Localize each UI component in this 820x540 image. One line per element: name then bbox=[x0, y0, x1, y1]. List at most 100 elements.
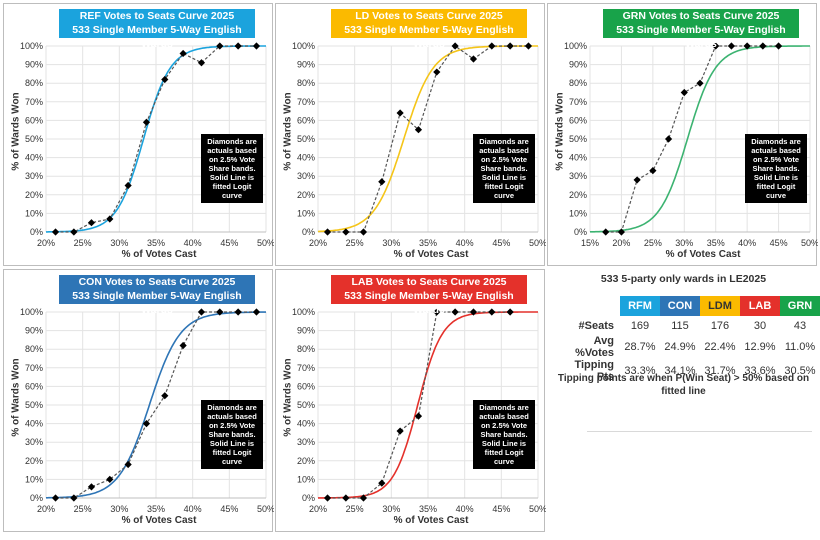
x-tick-label: 40% bbox=[738, 238, 756, 248]
y-tick-label: 20% bbox=[25, 190, 43, 200]
chart-svg: 0% 10% 20% 30% 40% 50% 60% 70% 80% 90% 100% 20% 25% 3… bbox=[292, 307, 546, 514]
seats-cell: 169 bbox=[630, 319, 650, 332]
x-axis-label: % of Votes Cast bbox=[393, 249, 469, 260]
party-header-grn: GRN bbox=[780, 296, 820, 316]
y-tick-label: 0% bbox=[30, 493, 43, 503]
x-tick-label: 40% bbox=[456, 504, 474, 514]
data-point-diamond bbox=[323, 228, 332, 236]
chart-title: LAB Votes to Seats Curve 2025 bbox=[351, 276, 507, 288]
y-tick-label: 50% bbox=[569, 134, 587, 144]
chart-subtitle: 533 Single Member 5-Way English Wards bbox=[616, 24, 786, 50]
data-point-diamond bbox=[216, 42, 224, 50]
x-axis-label: % of Votes Cast bbox=[393, 515, 469, 526]
data-point-diamond bbox=[342, 228, 350, 236]
x-tick-label: 20% bbox=[309, 238, 327, 248]
x-axis-label: % of Votes Cast bbox=[665, 249, 741, 260]
x-tick-label: 50% bbox=[257, 238, 274, 248]
tipping-cell: 33.6% bbox=[744, 365, 776, 377]
x-tick-label: 50% bbox=[257, 504, 274, 514]
chart-svg: 0% 10% 20% 30% 40% 50% 60% 70% 80% 90% 100% 20% 25% 3… bbox=[20, 307, 274, 514]
x-tick-label: 35% bbox=[707, 238, 725, 248]
data-point-diamond bbox=[633, 176, 641, 184]
y-tick-label: 10% bbox=[25, 474, 43, 484]
x-tick-label: 30% bbox=[675, 238, 693, 248]
chart-title-box: LAB Votes to Seats Curve 2025 533 Single … bbox=[331, 275, 527, 316]
y-tick-label: 20% bbox=[297, 456, 315, 466]
y-tick-label: 80% bbox=[25, 344, 43, 354]
actuals-dashed-line bbox=[327, 311, 511, 499]
data-point-diamond bbox=[359, 228, 368, 236]
summary-header-row: RFM CON LDM LAB GRN bbox=[561, 296, 820, 316]
y-tick-label: 90% bbox=[25, 326, 43, 336]
y-tick-label: 90% bbox=[297, 60, 315, 70]
y-tick-label: 100% bbox=[292, 41, 315, 51]
fitted-logit-curve bbox=[318, 311, 538, 499]
x-tick-label: 25% bbox=[644, 238, 662, 248]
data-point-diamond bbox=[433, 68, 441, 76]
y-tick-label: 10% bbox=[297, 474, 315, 484]
x-axis-label: % of Votes Cast bbox=[121, 249, 197, 260]
data-point-diamond bbox=[216, 308, 224, 316]
y-tick-label: 50% bbox=[297, 134, 315, 144]
data-point-diamond bbox=[234, 308, 242, 316]
chart-svg: 0% 10% 20% 30% 40% 50% 60% 70% 80% 90% 100% 20% 25% 3… bbox=[292, 41, 546, 248]
y-tick-label: 20% bbox=[297, 190, 315, 200]
y-tick-label: 40% bbox=[25, 419, 43, 429]
y-tick-label: 60% bbox=[25, 115, 43, 125]
summary-panel: 533 5-party only wards in LE2025 RFM CON… bbox=[547, 268, 820, 540]
fitted-logit-curve bbox=[46, 45, 266, 233]
tipping-row-label: Tipping Pts bbox=[574, 359, 614, 383]
x-axis-label: % of Votes Cast bbox=[121, 515, 197, 526]
data-point-diamond bbox=[179, 49, 187, 58]
data-point-diamond bbox=[359, 494, 368, 502]
avg-votes-row: Avg %Votes 28.7% 24.9% 22.4% 12.9% 11.0% bbox=[561, 335, 820, 359]
y-tick-label: 40% bbox=[297, 153, 315, 163]
chart-panel-ref: 0% 10% 20% 30% 40% 50% 60% 70% 80% 90% 100% 20% 25% 3… bbox=[3, 3, 274, 266]
data-point-diamond bbox=[524, 42, 533, 50]
data-point-diamond bbox=[142, 118, 151, 126]
chart-title: LD Votes to Seats Curve 2025 bbox=[355, 10, 503, 22]
y-tick-label: 20% bbox=[25, 456, 43, 466]
y-tick-label: 30% bbox=[297, 171, 315, 181]
x-tick-label: 45% bbox=[770, 238, 788, 248]
x-tick-label: 50% bbox=[801, 238, 818, 248]
y-axis-label: % of Wards Won bbox=[282, 92, 294, 171]
y-tick-label: 40% bbox=[25, 153, 43, 163]
x-tick-label: 50% bbox=[529, 504, 546, 514]
data-point-diamond bbox=[506, 308, 514, 316]
y-tick-label: 0% bbox=[302, 227, 315, 237]
data-point-diamond bbox=[252, 308, 261, 316]
y-tick-label: 0% bbox=[574, 227, 587, 237]
data-point-diamond bbox=[51, 228, 60, 236]
x-tick-label: 20% bbox=[612, 238, 630, 248]
x-tick-label: 30% bbox=[382, 238, 400, 248]
chart-subtitle: 533 Single Member 5-Way English Wards bbox=[72, 290, 242, 316]
x-tick-label: 30% bbox=[110, 238, 128, 248]
y-tick-label: 0% bbox=[30, 227, 43, 237]
avg-votes-row-label: Avg %Votes bbox=[575, 335, 614, 359]
x-tick-label: 30% bbox=[382, 504, 400, 514]
seats-cell: 176 bbox=[710, 319, 730, 332]
y-tick-label: 50% bbox=[25, 134, 43, 144]
data-point-diamond bbox=[649, 167, 657, 175]
y-tick-label: 100% bbox=[292, 307, 315, 317]
y-tick-label: 30% bbox=[25, 437, 43, 447]
y-tick-label: 90% bbox=[297, 326, 315, 336]
x-tick-label: 25% bbox=[346, 238, 364, 248]
chart-subtitle: 533 Single Member 5-Way English Wards bbox=[344, 24, 514, 50]
y-tick-label: 60% bbox=[297, 115, 315, 125]
chart-subtitle: 533 Single Member 5-Way English Wards bbox=[72, 24, 242, 50]
party-header-rfm: RFM bbox=[620, 296, 660, 316]
chart-title: REF Votes to Seats Curve 2025 bbox=[79, 10, 235, 22]
data-point-diamond bbox=[87, 219, 96, 227]
x-tick-label: 40% bbox=[184, 238, 202, 248]
party-header-ldm: LDM bbox=[700, 296, 740, 316]
x-tick-label: 45% bbox=[220, 238, 238, 248]
summary-table: RFM CON LDM LAB GRN #Seats 169 115 176 3… bbox=[561, 296, 820, 383]
avg-votes-cell: 12.9% bbox=[744, 341, 776, 353]
x-tick-label: 40% bbox=[184, 504, 202, 514]
x-tick-label: 45% bbox=[492, 238, 510, 248]
x-tick-label: 35% bbox=[147, 504, 165, 514]
x-tick-label: 35% bbox=[419, 238, 437, 248]
x-tick-label: 20% bbox=[309, 504, 327, 514]
